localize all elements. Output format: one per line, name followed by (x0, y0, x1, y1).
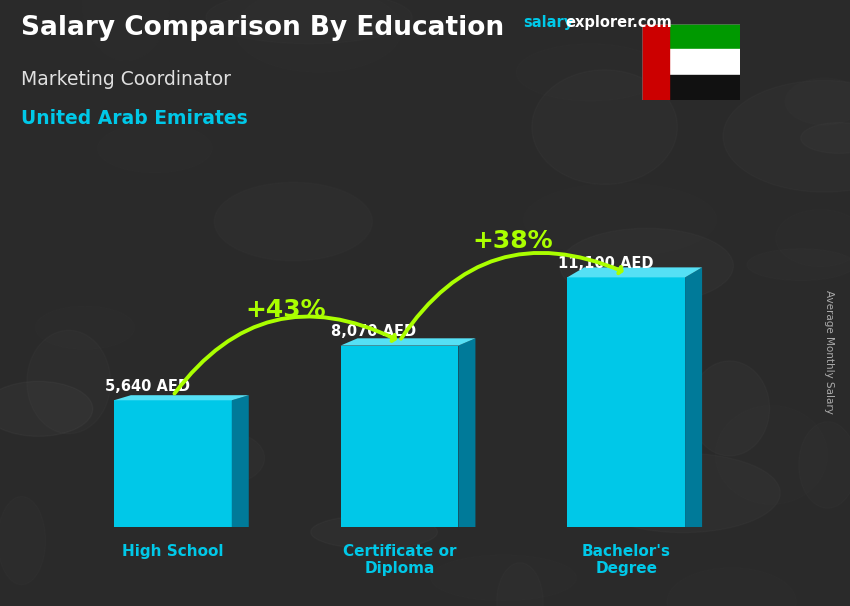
Text: 11,100 AED: 11,100 AED (558, 256, 654, 271)
Bar (642, 75, 740, 100)
Ellipse shape (510, 228, 568, 335)
Ellipse shape (586, 453, 780, 533)
Ellipse shape (194, 433, 264, 483)
Ellipse shape (36, 306, 134, 349)
Ellipse shape (206, 0, 412, 44)
Polygon shape (685, 267, 702, 527)
Text: United Arab Emirates: United Arab Emirates (21, 109, 248, 128)
Ellipse shape (82, 0, 170, 61)
Text: +38%: +38% (473, 229, 553, 253)
Ellipse shape (98, 124, 212, 173)
Polygon shape (567, 267, 702, 278)
Ellipse shape (0, 381, 93, 436)
Ellipse shape (747, 249, 850, 281)
Bar (642, 50, 740, 75)
Text: explorer.com: explorer.com (565, 15, 672, 30)
Text: 8,070 AED: 8,070 AED (332, 324, 416, 339)
Text: Salary Comparison By Education: Salary Comparison By Education (21, 15, 504, 41)
Ellipse shape (311, 515, 438, 549)
Text: Marketing Coordinator: Marketing Coordinator (21, 70, 231, 88)
Ellipse shape (799, 422, 850, 508)
Bar (642, 24, 670, 100)
Text: Average Monthly Salary: Average Monthly Salary (824, 290, 834, 413)
Polygon shape (114, 401, 232, 527)
Ellipse shape (0, 496, 46, 585)
Ellipse shape (801, 122, 850, 153)
Ellipse shape (684, 210, 783, 246)
Text: 5,640 AED: 5,640 AED (105, 379, 190, 394)
Ellipse shape (716, 405, 828, 504)
Polygon shape (458, 338, 475, 527)
Text: salary: salary (523, 15, 573, 30)
Ellipse shape (214, 182, 372, 261)
Bar (642, 24, 740, 50)
Ellipse shape (723, 81, 850, 192)
Polygon shape (232, 395, 249, 527)
Ellipse shape (532, 70, 677, 184)
Ellipse shape (496, 563, 543, 606)
Text: +43%: +43% (246, 298, 326, 322)
Polygon shape (341, 338, 475, 345)
Polygon shape (114, 395, 249, 401)
Ellipse shape (27, 330, 110, 434)
Ellipse shape (560, 228, 734, 304)
Polygon shape (341, 345, 458, 527)
Polygon shape (567, 278, 685, 527)
Ellipse shape (689, 361, 769, 456)
